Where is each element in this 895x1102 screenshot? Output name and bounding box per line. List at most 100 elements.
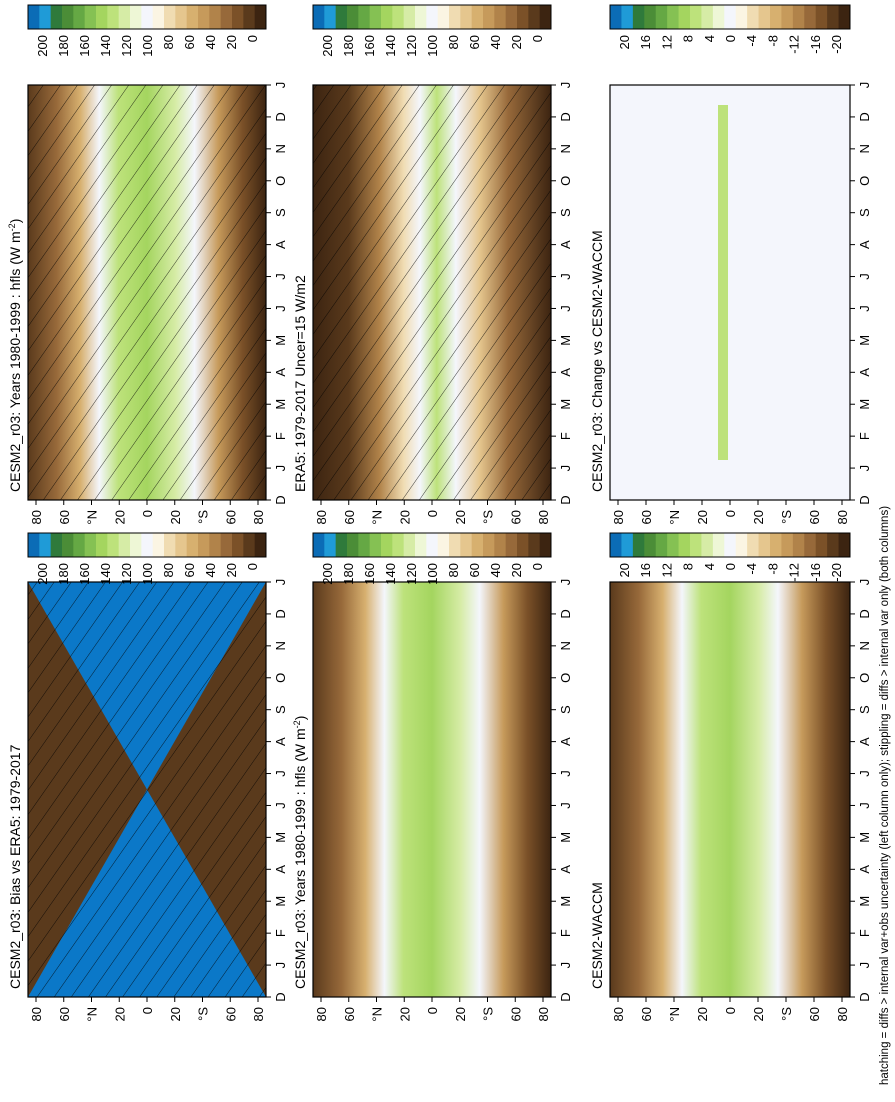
y-tick-label: °N [667, 1007, 682, 1022]
colorbar-swatch [141, 5, 154, 29]
colorbar-swatch [792, 533, 805, 557]
x-tick-label: J [857, 802, 872, 809]
x-tick-label: D [857, 992, 872, 1001]
colorbar-swatch [232, 5, 244, 29]
x-tick-label: S [273, 208, 288, 217]
colorbar-label: 0 [723, 35, 738, 42]
y-tick-label: 20 [751, 510, 766, 524]
x-tick-label: O [273, 673, 288, 683]
colorbar-swatch [701, 5, 714, 29]
colorbar-swatch [815, 5, 828, 29]
colorbar-swatch [838, 533, 851, 557]
colorbar-swatch [403, 5, 416, 29]
colorbar-label: 16 [638, 35, 653, 49]
colorbar-swatch [415, 533, 427, 557]
colorbar-swatch [494, 5, 507, 29]
colorbar-label: 200 [320, 563, 335, 585]
panel-6: CESM2_r03: Change vs CESM2-WACCM D J F M A M J J… [589, 82, 872, 525]
colorbar-swatch [460, 533, 473, 557]
x-tick-label: D [558, 992, 573, 1001]
x-tick-label: D [273, 495, 288, 504]
y-tick-label: °S [196, 510, 211, 524]
colorbar-swatch [539, 533, 552, 557]
x-tick-label: M [558, 335, 573, 346]
y-tick-label: 20 [695, 510, 710, 524]
colorbar-swatch [358, 5, 371, 29]
colorbar-label: 120 [404, 563, 419, 585]
colorbar-label: -8 [765, 35, 780, 47]
y-tick-label: 80 [251, 1007, 266, 1021]
y-tick-label: 0 [425, 1007, 440, 1014]
x-tick-label: N [558, 144, 573, 153]
colorbar-swatch [747, 5, 760, 29]
x-tick-label: M [558, 399, 573, 410]
colorbar-label: 80 [161, 563, 176, 577]
colorbar-label: -8 [765, 563, 780, 575]
colorbar-swatch [324, 533, 337, 557]
colorbar-swatch [254, 5, 267, 29]
colorbar-label: 80 [446, 563, 461, 577]
x-tick-label: A [558, 368, 573, 377]
x-tick-label: N [273, 144, 288, 153]
colorbar-swatch [243, 5, 256, 29]
hatching [28, 582, 266, 997]
x-tick-label: J [558, 305, 573, 312]
colorbar-swatch [164, 533, 176, 557]
colorbar-swatch [369, 5, 382, 29]
colorbar-swatch [815, 533, 828, 557]
y-tick-label: 60 [639, 1007, 654, 1021]
x-tick-label: O [558, 673, 573, 683]
x-tick-label: D [857, 609, 872, 618]
x-tick-label: D [857, 495, 872, 504]
x-tick-label: O [558, 176, 573, 186]
colorbar-swatch [838, 5, 851, 29]
colorbar-label: 160 [362, 35, 377, 57]
colorbar-swatch [483, 5, 495, 29]
colorbar-swatch [517, 5, 529, 29]
colorbar-frame [27, 532, 267, 558]
x-tick-label: J [558, 82, 573, 89]
colorbar-label: 40 [488, 35, 503, 49]
colorbar-swatch [758, 5, 771, 29]
colorbar-swatch [539, 5, 552, 29]
colorbar-label: 0 [530, 563, 545, 570]
colorbar-swatch [118, 533, 131, 557]
colorbar-swatch [655, 533, 668, 557]
y-tick-label: 60 [508, 510, 523, 524]
x-tick-label: A [273, 865, 288, 874]
colorbar-swatch [186, 533, 199, 557]
y-tick-label: 20 [112, 1007, 127, 1021]
colorbar-swatch [254, 533, 267, 557]
x-tick-label: A [857, 865, 872, 874]
y-tick-label: °S [196, 1007, 211, 1021]
x-tick-label: M [857, 896, 872, 907]
colorbar-swatch [324, 5, 337, 29]
y-tick-label: 80 [611, 510, 626, 524]
y-tick-label: 20 [168, 1007, 183, 1021]
x-tick-label: A [558, 240, 573, 249]
x-tick-label: N [558, 641, 573, 650]
x-tick-label: N [857, 144, 872, 153]
colorbar-swatch [107, 533, 120, 557]
colorbar-label: 60 [467, 35, 482, 49]
colorbar-frame [609, 4, 851, 30]
colorbar-swatch [130, 5, 142, 29]
panel-title: CESM2_r03: Years 1980-1999 : hfls (W m-2… [292, 716, 308, 989]
panel-title: CESM2_r03: Change vs CESM2-WACCM [589, 230, 605, 492]
colorbar-swatch [220, 5, 233, 29]
colorbar-label: 16 [638, 563, 653, 577]
colorbar-swatch [50, 5, 63, 29]
colorbar-swatch [678, 533, 691, 557]
colorbar-swatch [804, 5, 817, 29]
colorbar-label: -20 [829, 563, 844, 582]
colorbar-swatch [73, 533, 86, 557]
colorbar-label: 140 [383, 35, 398, 57]
x-tick-label: A [857, 240, 872, 249]
colorbar-swatch [232, 533, 244, 557]
colorbar-label: 20 [617, 563, 632, 577]
colorbar-label: 60 [467, 563, 482, 577]
colorbar-swatch [690, 533, 702, 557]
field-4 [610, 582, 850, 997]
x-tick-label: M [857, 335, 872, 346]
colorbar-label: 0 [245, 35, 260, 42]
